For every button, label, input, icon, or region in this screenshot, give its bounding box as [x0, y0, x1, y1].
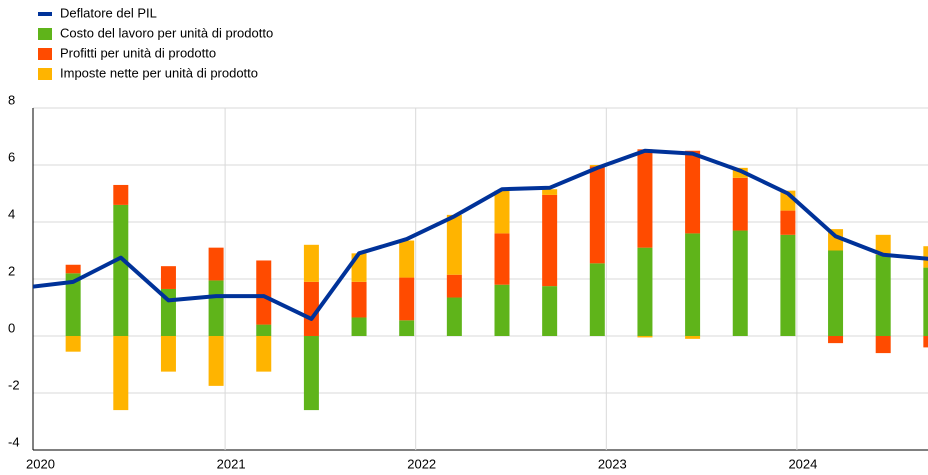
- x-tick-label: 2023: [598, 456, 627, 471]
- bar-segment: [637, 149, 653, 248]
- bar-segment: [446, 214, 462, 275]
- bar-segment: [399, 240, 415, 278]
- x-tick-label: 2020: [26, 456, 55, 471]
- bar-segment: [208, 280, 224, 336]
- bar-segment: [542, 286, 558, 336]
- legend: Deflatore del PIL Costo del lavoro per un…: [38, 5, 273, 80]
- bar-segment: [303, 244, 319, 282]
- bar-segment: [828, 336, 844, 344]
- bar-segment: [399, 277, 415, 321]
- bar-segment: [113, 184, 129, 205]
- bar-segment: [113, 336, 129, 411]
- plot-area: [33, 148, 928, 411]
- bar-segment: [637, 247, 653, 336]
- bar-segment: [589, 165, 605, 167]
- bar-segment: [732, 230, 748, 336]
- bar-segment: [589, 166, 605, 264]
- legend-label: Profitti per unità di prodotto: [60, 45, 216, 60]
- bar-segment: [208, 247, 224, 281]
- bar-segment: [685, 150, 701, 234]
- bar-segment: [446, 297, 462, 336]
- bar-segment: [351, 281, 367, 318]
- y-tick-label: -4: [8, 434, 20, 449]
- bar-segment: [875, 336, 891, 354]
- bar-segment: [685, 233, 701, 336]
- bar-segment: [303, 336, 319, 411]
- bar-segment: [780, 234, 796, 336]
- bar-segment: [923, 336, 928, 348]
- bar-segment: [303, 281, 319, 336]
- bar-segment: [828, 250, 844, 336]
- bar-segment: [542, 194, 558, 287]
- bar-segment: [589, 263, 605, 336]
- bar-segment: [637, 336, 653, 338]
- bar-segment: [446, 274, 462, 298]
- bar-segment: [65, 273, 81, 336]
- bar-segment: [113, 204, 129, 336]
- legend-swatch: [38, 28, 52, 40]
- legend-label: Imposte nette per unità di prodotto: [60, 65, 258, 80]
- bar-segment: [399, 320, 415, 336]
- y-tick-label: 6: [8, 149, 15, 164]
- y-tick-label: 8: [8, 92, 15, 107]
- x-tick-label: 2024: [788, 456, 817, 471]
- x-tick-label: 2021: [217, 456, 246, 471]
- bar-segment: [494, 233, 510, 285]
- y-tick-label: 0: [8, 320, 15, 335]
- bar-segment: [65, 336, 81, 352]
- grid: -4 -2 0 2 4 6 8 2020 2021 2022 2023 2024: [8, 92, 928, 471]
- bar-segment: [256, 336, 272, 372]
- bar-segment: [65, 264, 81, 274]
- bar-segment: [542, 189, 558, 195]
- bar-segment: [732, 177, 748, 231]
- y-tick-label: 2: [8, 263, 15, 278]
- bar-segment: [208, 336, 224, 386]
- y-tick-label: 4: [8, 206, 15, 221]
- bar-segment: [685, 336, 701, 339]
- bar-segment: [351, 317, 367, 336]
- bar-segment: [494, 190, 510, 234]
- legend-swatch: [38, 48, 52, 60]
- bar-segment: [160, 266, 176, 289]
- bar-segment: [256, 324, 272, 336]
- legend-swatch: [38, 12, 52, 16]
- bar-segment: [875, 254, 891, 336]
- bar-segment: [780, 210, 796, 235]
- bar-segment: [875, 234, 891, 255]
- legend-swatch: [38, 68, 52, 80]
- y-tick-label: -2: [8, 377, 20, 392]
- bar-segment: [494, 284, 510, 336]
- legend-label: Deflatore del PIL: [60, 5, 157, 20]
- legend-label: Costo del lavoro per unità di prodotto: [60, 25, 273, 40]
- x-tick-label: 2022: [407, 456, 436, 471]
- line-series: [33, 148, 928, 321]
- bar-segment: [160, 336, 176, 372]
- bar-segment: [256, 260, 272, 325]
- bar-segment: [923, 267, 928, 336]
